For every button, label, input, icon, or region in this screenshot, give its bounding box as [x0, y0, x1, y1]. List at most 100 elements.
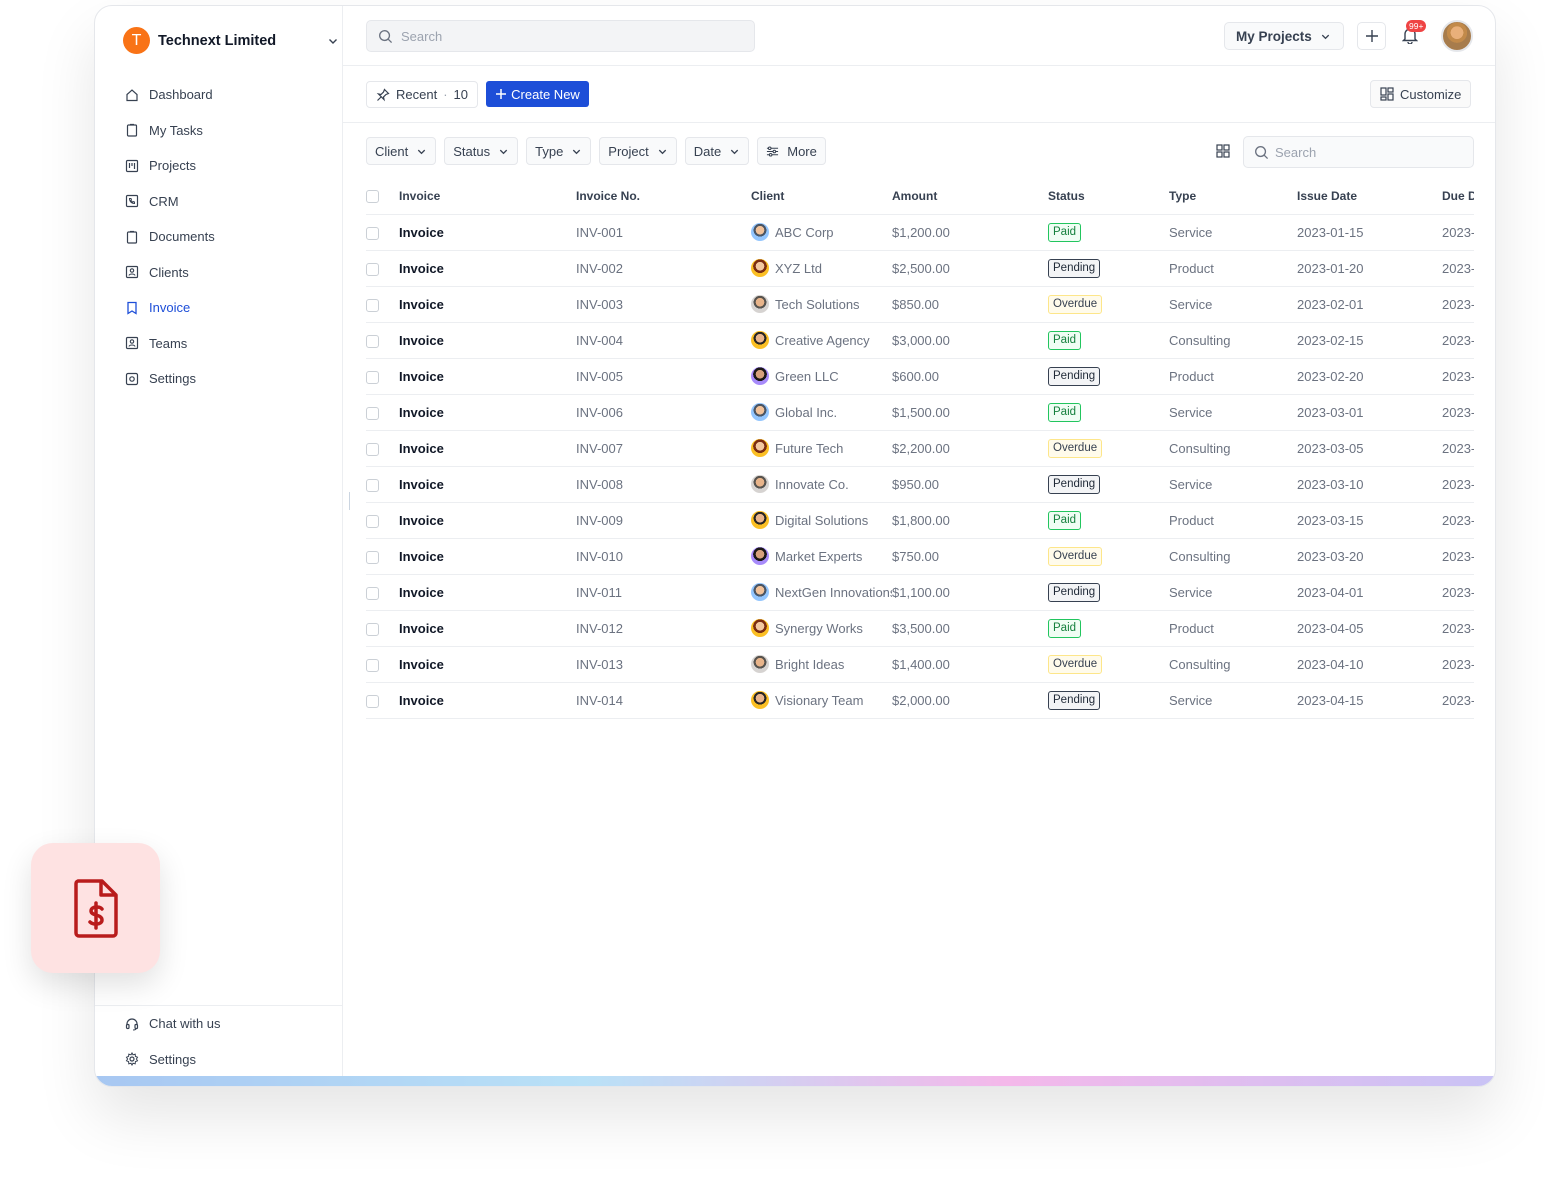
row-checkbox[interactable]: [366, 334, 379, 348]
client-avatar: [751, 439, 769, 457]
row-checkbox[interactable]: [366, 442, 379, 456]
filter-date[interactable]: Date: [684, 137, 750, 165]
due-date-cell: 2023-02-20: [1442, 250, 1474, 287]
projects-dropdown[interactable]: My Projects: [1224, 22, 1344, 50]
row-checkbox[interactable]: [366, 694, 379, 708]
client-name: Market Experts: [775, 548, 863, 564]
invoice-name-cell[interactable]: Invoice: [399, 358, 576, 395]
sidebar-item-settings[interactable]: Settings: [125, 361, 325, 397]
row-checkbox[interactable]: [366, 622, 379, 636]
filter-status[interactable]: Status: [444, 137, 519, 165]
amount-cell: $2,500.00: [892, 250, 1048, 287]
invoice-name-cell[interactable]: Invoice: [399, 574, 576, 611]
recent-button[interactable]: Recent · 10: [366, 81, 479, 108]
column-header-due-date[interactable]: Due Date: [1442, 178, 1474, 215]
add-button[interactable]: [1357, 22, 1386, 50]
table-row[interactable]: Invoice INV-013 Bright Ideas $1,400.00 Overd…: [366, 646, 1474, 683]
amount-cell: $2,200.00: [892, 430, 1048, 467]
sidebar-item-settings[interactable]: Settings: [95, 1042, 343, 1078]
sidebar-item-my-tasks[interactable]: My Tasks: [125, 113, 325, 149]
row-checkbox[interactable]: [366, 370, 379, 384]
client-name: Innovate Co.: [775, 476, 849, 492]
column-header-type[interactable]: Type: [1169, 178, 1297, 215]
column-header-status[interactable]: Status: [1048, 178, 1169, 215]
table-row[interactable]: Invoice INV-001 ABC Corp $1,200.00 Paid Servi…: [366, 214, 1474, 251]
client-cell: Global Inc.: [751, 394, 892, 431]
invoice-name-cell[interactable]: Invoice: [399, 250, 576, 287]
invoice-name-cell[interactable]: Invoice: [399, 214, 576, 251]
invoice-name-cell[interactable]: Invoice: [399, 646, 576, 683]
row-select-cell: [366, 466, 399, 503]
invoice-name-cell[interactable]: Invoice: [399, 394, 576, 431]
table-row[interactable]: Invoice INV-008 Innovate Co. $950.00 Pending…: [366, 466, 1474, 503]
row-checkbox[interactable]: [366, 478, 379, 492]
invoice-name-cell[interactable]: Invoice: [399, 538, 576, 575]
row-checkbox[interactable]: [366, 586, 379, 600]
column-header-client[interactable]: Client: [751, 178, 892, 215]
sidebar-item-label: Clients: [149, 264, 189, 280]
table-row[interactable]: Invoice INV-012 Synergy Works $3,500.00 Paid…: [366, 610, 1474, 647]
grid-view-icon[interactable]: [1216, 144, 1230, 158]
table-row[interactable]: Invoice INV-011 NextGen Innovations $1,100.…: [366, 574, 1474, 611]
sidebar-item-teams[interactable]: Teams: [125, 326, 325, 362]
user-avatar[interactable]: [1441, 20, 1473, 52]
invoice-name-cell[interactable]: Invoice: [399, 682, 576, 719]
more-filters-button[interactable]: More: [757, 137, 826, 165]
invoice-name-cell[interactable]: Invoice: [399, 466, 576, 503]
sidebar-item-clients[interactable]: Clients: [125, 255, 325, 291]
sidebar-item-invoice[interactable]: Invoice: [125, 290, 325, 326]
window-gradient-bar: [95, 1076, 1495, 1086]
table-search-input[interactable]: Search: [1243, 136, 1474, 168]
row-checkbox[interactable]: [366, 550, 379, 564]
customize-button[interactable]: Customize: [1370, 80, 1472, 108]
type-cell: Service: [1169, 574, 1297, 611]
invoice-name-cell[interactable]: Invoice: [399, 610, 576, 647]
column-header-amount[interactable]: Amount: [892, 178, 1048, 215]
column-header-invoice[interactable]: Invoice: [399, 178, 576, 215]
column-header-invoice-no[interactable]: Invoice No.: [576, 178, 751, 215]
status-cell: Overdue: [1048, 286, 1169, 323]
sidebar-item-chat-with-us[interactable]: Chat with us: [95, 1006, 343, 1042]
invoice-name-cell[interactable]: Invoice: [399, 430, 576, 467]
global-search-input[interactable]: Search: [366, 20, 755, 52]
workspace-switcher[interactable]: T Technext Limited: [123, 27, 337, 54]
table-row[interactable]: Invoice INV-003 Tech Solutions $850.00 Overd…: [366, 286, 1474, 323]
chevron-down-icon: [329, 39, 337, 44]
row-checkbox[interactable]: [366, 658, 379, 672]
row-select-cell: [366, 250, 399, 287]
filter-label: Date: [693, 143, 722, 159]
sidebar-item-crm[interactable]: CRM: [125, 184, 325, 220]
row-checkbox[interactable]: [366, 514, 379, 528]
table-row[interactable]: Invoice INV-004 Creative Agency $3,000.00 Pa…: [366, 322, 1474, 359]
sidebar-item-documents[interactable]: Documents: [125, 219, 325, 255]
filter-client[interactable]: Client: [366, 137, 437, 165]
create-new-button[interactable]: Create New: [486, 81, 589, 107]
table-row[interactable]: Invoice INV-014 Visionary Team $2,000.00 Pen…: [366, 682, 1474, 719]
row-checkbox[interactable]: [366, 226, 379, 240]
invoice-name-cell[interactable]: Invoice: [399, 322, 576, 359]
row-checkbox[interactable]: [366, 406, 379, 420]
row-checkbox[interactable]: [366, 298, 379, 312]
invoice-name-cell[interactable]: Invoice: [399, 286, 576, 323]
table-row[interactable]: Invoice INV-007 Future Tech $2,200.00 Overdu…: [366, 430, 1474, 467]
sidebar-item-dashboard[interactable]: Dashboard: [125, 77, 325, 113]
resize-handle[interactable]: [349, 492, 350, 510]
table-row[interactable]: Invoice INV-005 Green LLC $600.00 Pending Pro…: [366, 358, 1474, 395]
table-row[interactable]: Invoice INV-010 Market Experts $750.00 Overd…: [366, 538, 1474, 575]
filter-type[interactable]: Type: [526, 137, 592, 165]
client-wrapper: Global Inc.: [751, 403, 892, 421]
table-row[interactable]: Invoice INV-009 Digital Solutions $1,800.00…: [366, 502, 1474, 539]
table-row[interactable]: Invoice INV-006 Global Inc. $1,500.00 Paid Se…: [366, 394, 1474, 431]
row-select-cell: [366, 430, 399, 467]
column-header-issue-date[interactable]: Issue Date: [1297, 178, 1442, 215]
table-row[interactable]: Invoice INV-002 XYZ Ltd $2,500.00 Pending Pro…: [366, 250, 1474, 287]
client-wrapper: Market Experts: [751, 547, 892, 565]
row-select-cell: [366, 610, 399, 647]
filter-project[interactable]: Project: [599, 137, 677, 165]
select-all-checkbox[interactable]: [366, 189, 379, 203]
recent-count: 10: [453, 87, 469, 102]
due-date-cell: 2023-03-20: [1442, 358, 1474, 395]
invoice-name-cell[interactable]: Invoice: [399, 502, 576, 539]
row-checkbox[interactable]: [366, 262, 379, 276]
sidebar-item-projects[interactable]: Projects: [125, 148, 325, 184]
